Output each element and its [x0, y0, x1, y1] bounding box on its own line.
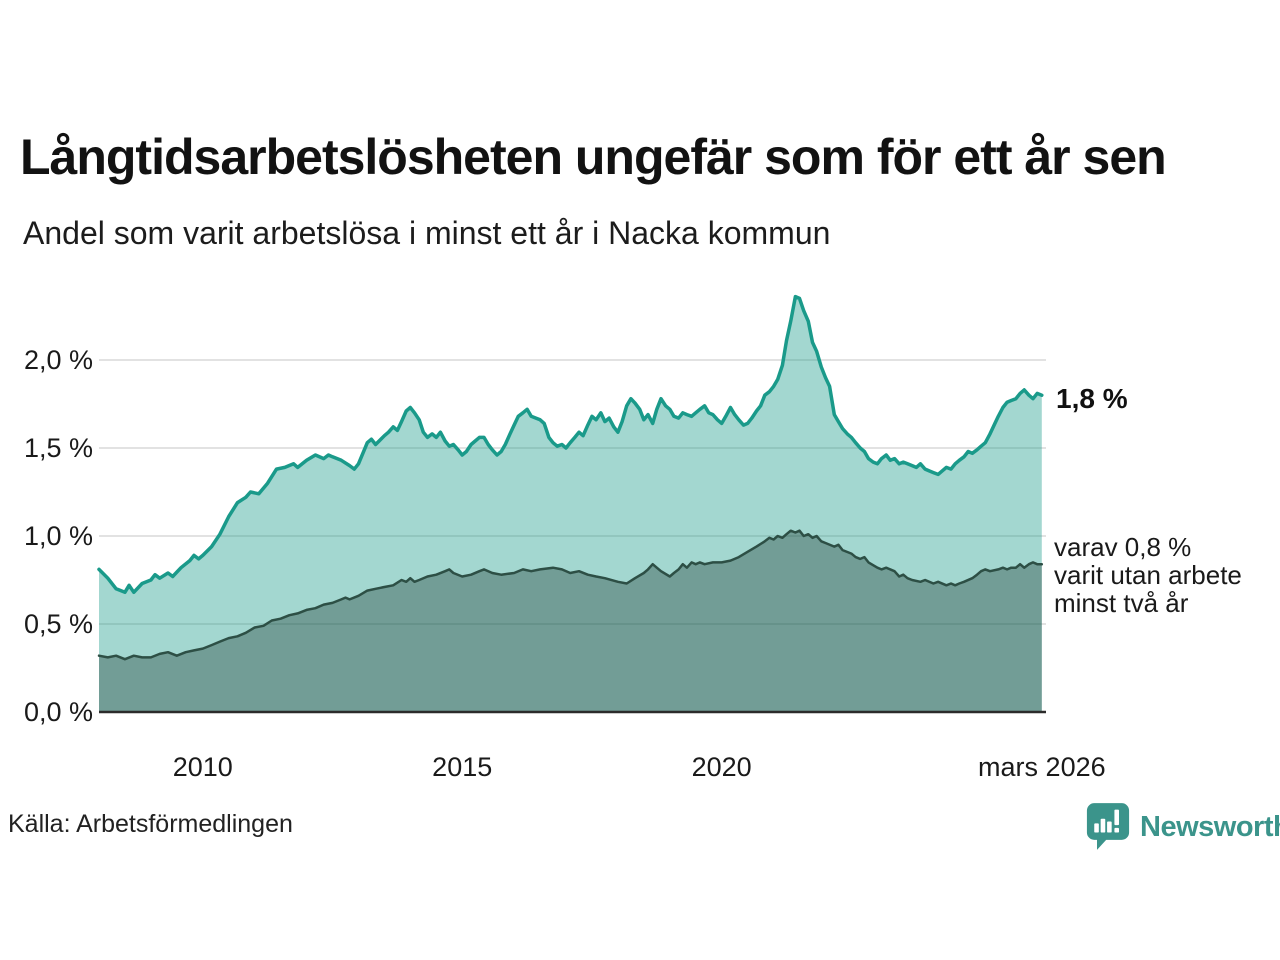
series-one-year-line — [97, 294, 1044, 595]
chart-subtitle: Andel som varit arbetslösa i minst ett å… — [23, 215, 831, 251]
x-tick-label: 2020 — [691, 752, 752, 782]
series-one-year-area — [99, 296, 1042, 712]
y-tick-label: 1,5 % — [23, 433, 93, 463]
series-two-year-line — [97, 529, 1044, 661]
y-tick-label: 2,0 % — [23, 345, 93, 375]
x-tick-label: 2010 — [172, 752, 233, 782]
gridlines — [99, 359, 1046, 625]
source-label: Källa: Arbetsförmedlingen — [8, 810, 293, 838]
two-year-note-label: varav 0,8 % varit utan arbete minst två … — [1054, 532, 1242, 618]
y-tick-label: 0,0 % — [23, 697, 93, 727]
newsworthy-logo-icon — [1086, 803, 1130, 850]
page-title: Långtidsarbetslösheten ungefär som för e… — [20, 129, 1167, 185]
y-tick-label: 1,0 % — [23, 521, 93, 551]
series-two-year-area — [99, 530, 1042, 712]
x-tick-label: 2015 — [432, 752, 493, 782]
y-tick-label: 0,5 % — [23, 609, 93, 639]
newsworthy-logo-text: Newsworthy — [1140, 810, 1280, 843]
newsworthy-logo: Newsworthy — [1086, 802, 1280, 852]
latest-value-label: 1,8 % — [1056, 383, 1128, 414]
x-tick-label: mars 2026 — [978, 752, 1106, 782]
